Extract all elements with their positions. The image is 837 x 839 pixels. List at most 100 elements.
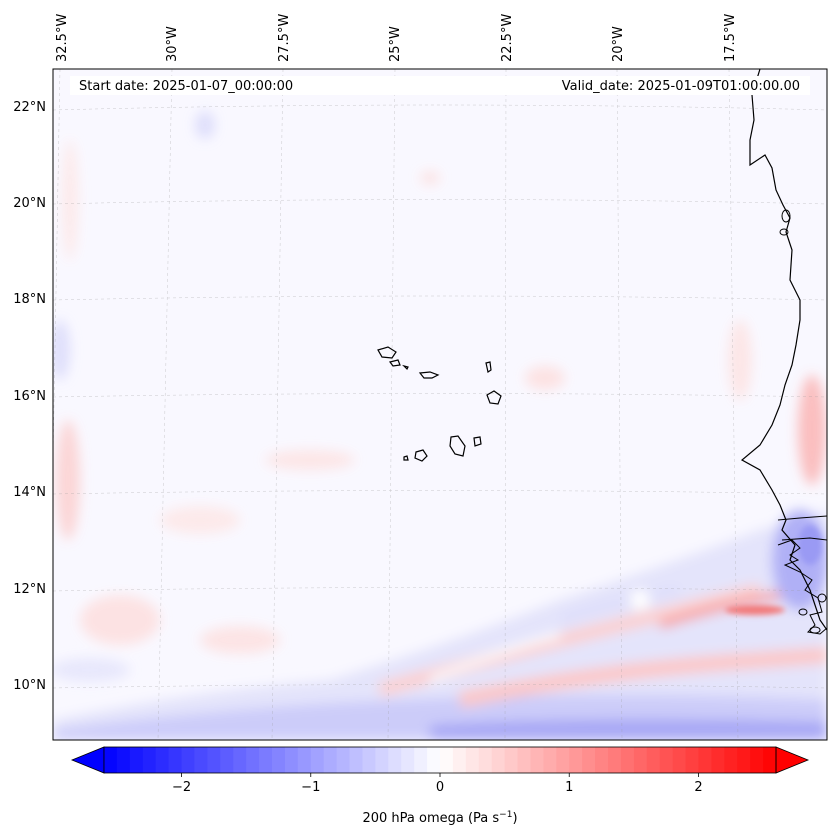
africa-coastline [740,69,827,631]
colorbar-band [194,747,208,773]
valid-date-label: Valid_date: 2025-01-09T01:00:00.00 [562,79,800,94]
lat-label: 18°N [13,292,46,307]
colorbar-band [452,747,467,773]
colorbar-band [698,747,712,773]
colorbar-tick-label: 2 [694,780,702,795]
colorbar-band [478,747,493,773]
colorbar-band [168,747,183,773]
colorbar-band [750,747,764,773]
colorbar-band [556,747,570,773]
colorbar-bands [104,747,777,773]
lon-label: 25°W [388,26,403,62]
colorbar-title-end: ) [512,811,517,826]
island-boa-vista [486,390,502,405]
lat-label: 12°N [13,582,46,597]
gridlines [53,69,827,740]
lon-label: 27.5°W [277,14,292,62]
longitude-labels: 32.5°W 30°W 27.5°W 25°W 22.5°W 20°W 17.5… [55,14,738,62]
colorbar-band [181,747,196,773]
island-santiago [449,435,466,457]
island-sao-vicente [388,359,401,367]
colorbar-band [427,747,441,773]
lat-label: 10°N [13,678,46,693]
coast-lagoon [781,209,791,223]
start-date-label: Start date: 2025-01-07_00:00:00 [79,79,293,94]
colorbar-band [724,747,738,773]
colorbar-band [284,747,299,773]
lat-label: 14°N [13,485,46,500]
colorbar-band [349,747,364,773]
colorbar-band [517,747,532,773]
colorbar-band [543,747,557,773]
guinea-coast-detail [777,539,827,635]
colorbar-band [272,747,286,773]
colorbar-band [142,747,157,773]
colorbar-title-sup: −1 [499,810,512,820]
bijagos-island [798,608,808,616]
colorbar-extend-low [70,746,105,774]
colorbar-band [646,747,661,773]
lon-label: 30°W [165,26,180,62]
colorbar-band [297,747,312,773]
lat-label: 16°N [13,389,46,404]
colorbar-band [659,747,674,773]
colorbar-ticks: −2 −1 0 1 2 [172,773,703,795]
colorbar-band [569,747,583,773]
colorbar-band [763,747,777,773]
colorbar-band [608,747,622,773]
colorbar-band [633,747,648,773]
bijagos-coast [781,537,827,541]
island-fogo [414,449,428,462]
colorbar-extend-high [775,746,810,774]
colorbar-band [530,747,544,773]
colorbar-band [129,747,144,773]
gambia-river [777,515,827,521]
map-panel [53,69,827,740]
colorbar-band [246,747,260,773]
island-sal [485,361,492,373]
colorbar-band [595,747,609,773]
colorbar-band [207,747,221,773]
island-santa-luzia [402,364,409,371]
island-brava [403,455,409,461]
colorbar-band [116,747,131,773]
colorbar-band [491,747,506,773]
colorbar-band [104,747,118,773]
colorbar-tick-label: −2 [172,780,191,795]
colorbar-title: 200 hPa omega (Pa s−1) [362,810,517,826]
colorbar-band [465,747,480,773]
bijagos-island [817,593,827,603]
colorbar-band [310,747,325,773]
colorbar-band [672,747,687,773]
colorbar-band [504,747,519,773]
island-santo-antao [377,346,397,359]
colorbar-tick-label: 0 [436,780,444,795]
colorbar-tick-label: −1 [301,780,320,795]
colorbar-band [155,747,170,773]
omega-field [53,111,827,740]
island-sao-nicolau [418,371,440,379]
colorbar-band [233,747,247,773]
colorbar-band [323,747,338,773]
colorbar-band [388,747,402,773]
coast-islet [779,228,789,236]
colorbar-band [582,747,596,773]
lat-label: 20°N [13,196,46,211]
colorbar-band [362,747,376,773]
map-frame [52,68,828,741]
colorbar-band [685,747,700,773]
lon-label: 20°W [611,26,626,62]
colorbar-tick-label: 1 [565,780,573,795]
colorbar-band [259,747,273,773]
cape-verde-islands [377,346,502,462]
header-strip [70,76,810,95]
colorbar-band [711,747,725,773]
lat-label: 22°N [13,100,46,115]
colorbar-band [440,747,454,773]
lon-label: 32.5°W [55,14,70,62]
colorbar-band [375,747,389,773]
latitude-labels: 22°N 20°N 18°N 16°N 14°N 12°N 10°N [13,100,46,693]
colorbar-band [414,747,428,773]
lon-label: 22.5°W [500,14,515,62]
